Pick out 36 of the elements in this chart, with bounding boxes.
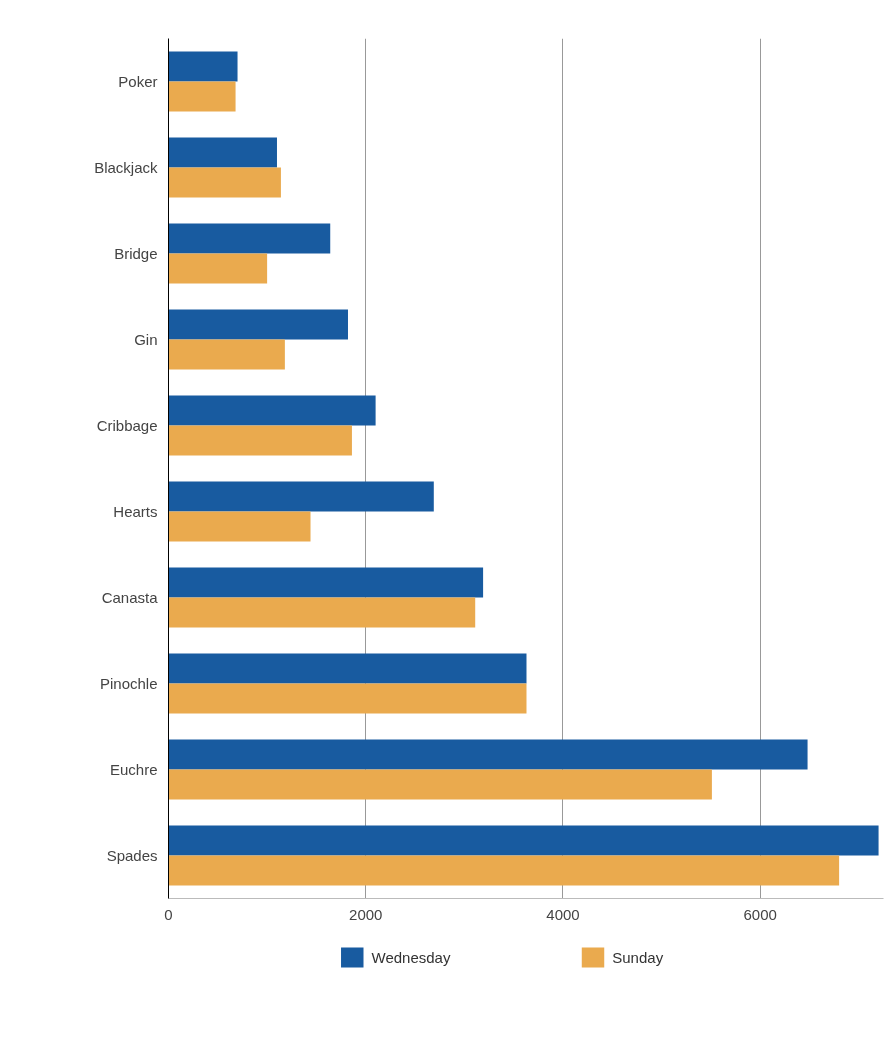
bar [168, 167, 281, 198]
y-tick-label: Bridge [114, 245, 158, 262]
y-tick-label: Blackjack [94, 159, 158, 176]
bar [168, 51, 238, 82]
y-tick-label: Hearts [113, 503, 158, 520]
bar [168, 253, 268, 284]
bar [168, 683, 527, 714]
legend-label: Sunday [612, 949, 664, 966]
y-tick-label: Euchre [109, 761, 158, 778]
bar [168, 653, 527, 684]
y-tick-label: Gin [134, 331, 158, 348]
bar [168, 769, 712, 800]
x-tick-label: 4000 [546, 905, 580, 923]
y-tick-label: Cribbage [96, 417, 158, 434]
bar [168, 739, 808, 770]
bar [168, 825, 879, 856]
y-tick-label: Poker [118, 73, 158, 90]
x-tick-label: 6000 [743, 905, 777, 923]
bar [168, 339, 285, 370]
bar [168, 395, 376, 426]
bar [168, 511, 311, 542]
bar [168, 81, 236, 112]
bar [168, 309, 348, 340]
y-tick-label: Canasta [101, 589, 159, 606]
x-tick-label: 0 [164, 905, 173, 923]
bar [168, 223, 331, 254]
bar [168, 481, 434, 512]
bar [168, 137, 277, 168]
bar [168, 425, 352, 456]
bar [168, 855, 840, 886]
y-tick-label: Pinochle [99, 675, 158, 692]
x-tick-label: 2000 [349, 905, 383, 923]
bar [168, 567, 484, 598]
bar [168, 597, 476, 628]
legend-label: Wednesday [371, 949, 451, 966]
y-tick-label: Spades [106, 847, 158, 864]
